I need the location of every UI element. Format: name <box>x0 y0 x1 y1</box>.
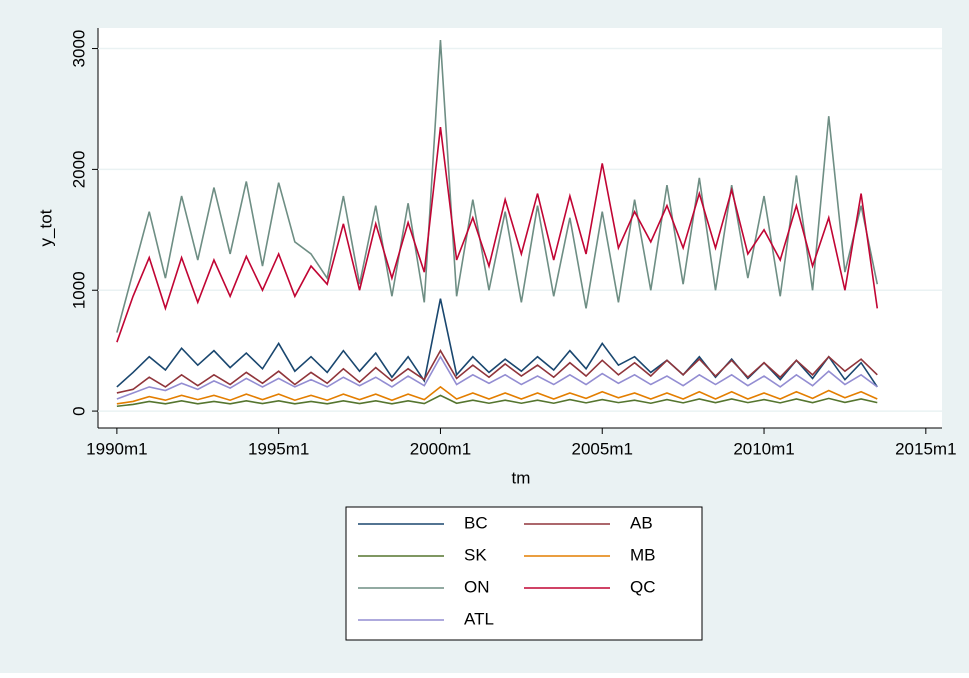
x-axis-title: tm <box>512 468 531 487</box>
y-tick-label: 3000 <box>69 30 88 68</box>
legend-label: ON <box>464 577 490 596</box>
series-line <box>116 126 879 343</box>
plot-area <box>98 28 942 428</box>
legend-label: AB <box>630 513 653 532</box>
x-tick-label: 2015m1 <box>895 439 956 458</box>
series-line <box>116 385 878 405</box>
series-line <box>116 349 878 394</box>
series-line <box>116 394 878 408</box>
x-tick-label: 2000m1 <box>410 439 471 458</box>
legend-label: QC <box>630 577 656 596</box>
legend-label: ATL <box>464 609 494 628</box>
y-tick-label: 1000 <box>69 271 88 309</box>
legend <box>345 506 703 641</box>
ticks: 0 1000 2000 3000 1990m1 1995m1 2000m1 2005m1 201… <box>69 30 956 459</box>
series-lines <box>116 40 879 408</box>
x-tick-label: 2010m1 <box>733 439 794 458</box>
y-tick-label: 2000 <box>69 150 88 188</box>
series-line <box>116 40 879 333</box>
y-tick-label: 0 <box>69 406 88 415</box>
x-tick-label: 1990m1 <box>86 439 147 458</box>
legend-entries: BC AB SK MB ON QC ATL <box>358 513 656 628</box>
y-axis-title: y_tot <box>36 209 55 246</box>
legend-label: SK <box>464 545 487 564</box>
legend-label: BC <box>464 513 488 532</box>
x-tick-label: 1995m1 <box>248 439 309 458</box>
legend-label: MB <box>630 545 656 564</box>
x-tick-label: 2005m1 <box>572 439 633 458</box>
series-line <box>116 355 878 400</box>
